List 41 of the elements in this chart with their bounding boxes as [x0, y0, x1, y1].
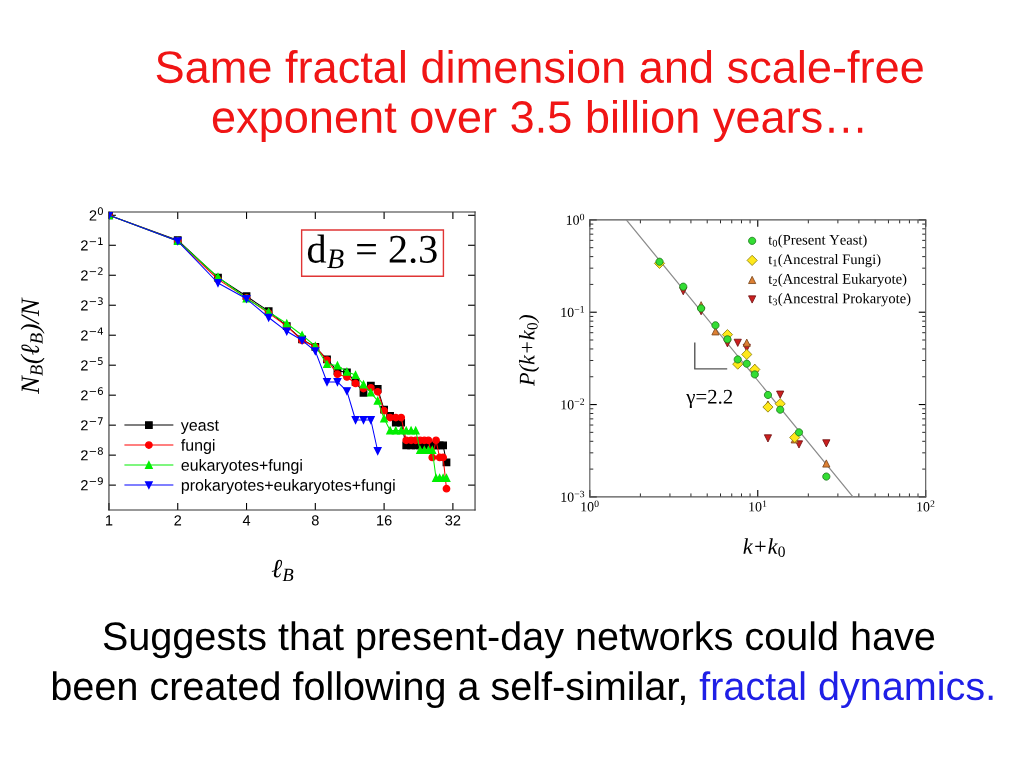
x-tick-label: 32 [445, 515, 461, 526]
annotation: d$_{B}$ = 2.3 [307, 234, 437, 269]
legend-label: fungi [181, 439, 215, 454]
y-tick-label: 2$^{−1}$ [81, 237, 103, 251]
y-tick-label: 2$^{−9}$ [81, 477, 103, 491]
x-tick-label: 10$^{0}$ [581, 500, 599, 512]
y-tick-label: 2$^{−8}$ [81, 447, 103, 461]
text: Suggests that present-day networks could have [103, 621, 935, 659]
y-tick-label: 2$^{−3}$ [81, 297, 103, 311]
y-tick-label: 2$^{0}$ [89, 207, 103, 221]
x-tick-label: 16 [377, 515, 392, 526]
y-tick-label: 2$^{−6}$ [81, 387, 103, 401]
text: Same fractal dimension and scale-free exponent over 3.5 billion years… [156, 50, 923, 142]
legend-label: prokaryotes+eukaryotes+fungi [181, 479, 395, 494]
x-tick-label: 10$^{1}$ [749, 500, 767, 512]
text: fractal dynamics. [699, 671, 993, 709]
x-tick-label: 4 [242, 515, 251, 526]
x-tick-label: 2 [174, 515, 182, 526]
y-tick-label: 2$^{−4}$ [81, 327, 104, 341]
y-axis-title: N$_{B}$(ℓ$_{B}$)/N [20, 297, 45, 395]
y-tick-label: 2$^{−2}$ [81, 267, 103, 281]
y-tick-label: 2$^{−7}$ [81, 417, 103, 431]
y-tick-label: 2$^{−5}$ [81, 357, 103, 371]
x-tick-label: 8 [311, 515, 319, 526]
legend-label: eukaryotes+fungi [181, 459, 302, 474]
x-axis-title: ℓ$_{B}$ [271, 559, 294, 581]
y-tick-label: 10$^{0}$ [566, 213, 585, 225]
legend-label: t$_{1}$(Ancestral Fungi) [768, 254, 881, 268]
y-tick-label: 10$^{−3}$ [561, 490, 585, 502]
legend-label: t$_{3}$(Ancestral Prokaryote) [768, 293, 911, 307]
legend-label: t$_{2}$(Ancestral Eukaryote) [768, 273, 907, 287]
y-tick-label: 10$^{−1}$ [561, 306, 584, 318]
x-tick-label: 10$^{2}$ [917, 500, 935, 512]
legend-label: t$_{0}$(Present Yeast) [768, 234, 867, 248]
legend-label: yeast [180, 420, 219, 434]
annotation: γ=2.2 [686, 389, 733, 408]
x-axis-title: k+k$_{0}$ [743, 538, 785, 557]
y-tick-label: 10$^{−2}$ [561, 398, 585, 410]
x-tick-label: 1 [106, 515, 113, 526]
y-axis-title: P(k+k$_{0}$) [519, 315, 540, 387]
text: been created following a self-similar, [52, 671, 685, 709]
